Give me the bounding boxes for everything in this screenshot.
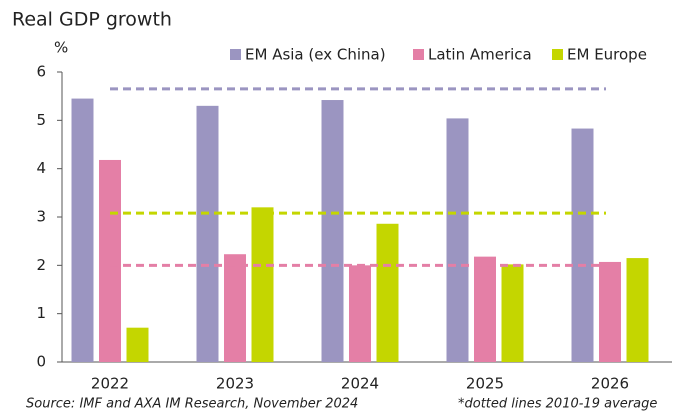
y-tick-label: 0 (36, 353, 46, 371)
legend-swatch (413, 49, 424, 60)
bar (99, 159, 121, 362)
bar (446, 118, 469, 363)
bar (321, 100, 344, 363)
annotation: *dotted lines 2010-19 average (458, 397, 657, 412)
bar (599, 261, 621, 362)
bar (71, 98, 94, 362)
legend-label: EM Asia (ex China) (245, 46, 386, 64)
x-tick-label: 2026 (591, 375, 629, 393)
bar (474, 256, 496, 362)
bar (571, 128, 594, 362)
bar (349, 265, 371, 362)
legend-label: EM Europe (567, 46, 647, 64)
y-tick-label: 5 (36, 111, 46, 129)
x-tick-label: 2022 (91, 375, 129, 393)
x-tick-label: 2024 (341, 375, 379, 393)
bar (126, 327, 149, 362)
bar (196, 105, 219, 362)
y-tick-label: 2 (36, 256, 46, 274)
y-axis-label: % (54, 39, 68, 57)
legend-swatch (230, 49, 241, 60)
y-tick-label: 3 (36, 208, 46, 226)
y-tick-label: 4 (36, 159, 46, 177)
bar (251, 207, 274, 362)
y-tick-label: 1 (36, 304, 46, 322)
x-tick-label: 2023 (216, 375, 254, 393)
legend-label: Latin America (428, 46, 532, 64)
y-tick-label: 6 (36, 63, 46, 81)
x-tick-label: 2025 (466, 375, 504, 393)
bar (626, 258, 649, 362)
bar (376, 223, 399, 362)
bar (501, 264, 524, 362)
source: Source: IMF and AXA IM Research, Novembe… (26, 397, 358, 412)
bar (224, 254, 246, 362)
chart-title: Real GDP growth (12, 9, 172, 31)
legend-swatch (552, 49, 563, 60)
